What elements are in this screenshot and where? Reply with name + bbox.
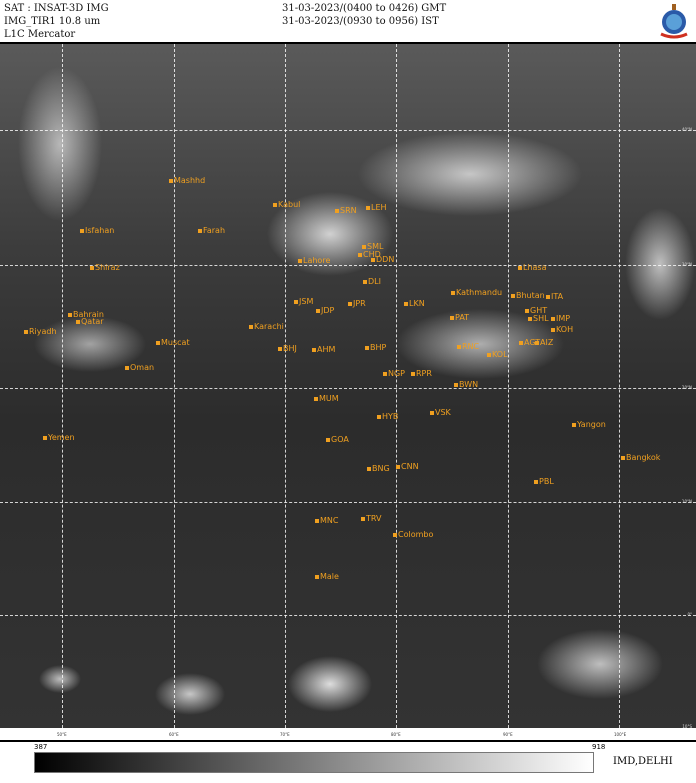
city-label: Yangon	[572, 420, 606, 429]
city-label: Shiraz	[90, 263, 120, 272]
city-label: KOL	[487, 350, 508, 359]
city-label: DLI	[363, 277, 381, 286]
city-label: Colombo	[393, 530, 433, 539]
city-label: Lhasa	[518, 263, 547, 272]
city-label: Male	[315, 572, 339, 581]
city-label: Mashhd	[169, 176, 205, 185]
city-label: Farah	[198, 226, 225, 235]
longitude-label: 50°E	[57, 732, 67, 737]
city-label: VSK	[430, 408, 451, 417]
longitude-label: 60°E	[169, 732, 179, 737]
city-label: LEH	[366, 203, 387, 212]
city-label: CNN	[396, 462, 419, 471]
latitude-label: 40°N	[681, 127, 692, 132]
city-label: MUM	[314, 394, 339, 403]
credit-label: IMD,DELHI	[613, 756, 673, 767]
longitude-gridline	[62, 44, 63, 728]
city-label: JDP	[316, 306, 334, 315]
city-label: Riyadh	[24, 327, 57, 336]
city-label: GOA	[326, 435, 349, 444]
channel-label: IMG_TIR1 10.8 um	[4, 16, 101, 27]
header-divider	[0, 42, 696, 44]
city-label: BHP	[365, 343, 386, 352]
longitude-label: 100°E	[614, 732, 627, 737]
longitude-gridline	[396, 44, 397, 728]
city-label: HYB	[377, 412, 398, 421]
city-label: BWN	[454, 380, 478, 389]
city-label: Lahore	[298, 256, 330, 265]
time-ist: 31-03-2023/(0930 to 0956) IST	[282, 16, 439, 27]
satellite-image[interactable]: Mashhd Isfahan Farah Shiraz Bahrain Qatar Riya…	[0, 44, 696, 728]
city-label: NGP	[383, 369, 405, 378]
city-label: Bhutan	[511, 291, 545, 300]
city-label: Kabul	[273, 200, 300, 209]
longitude-label: 70°E	[280, 732, 290, 737]
latitude-label: 30°N	[681, 262, 692, 267]
latitude-gridline	[0, 502, 696, 503]
product-label: L1C Mercator	[4, 29, 76, 40]
longitude-gridline	[174, 44, 175, 728]
longitude-gridline	[285, 44, 286, 728]
city-label: Yemen	[43, 433, 75, 442]
city-label: Bangkok	[621, 453, 660, 462]
city-label: Kathmandu	[451, 288, 502, 297]
city-label: Karachi	[249, 322, 284, 331]
satellite-label: SAT : INSAT-3D IMG	[4, 3, 109, 14]
time-gmt: 31-03-2023/(0400 to 0426) GMT	[282, 3, 447, 14]
city-label: TRV	[361, 514, 381, 523]
city-label: MNC	[315, 516, 338, 525]
imd-emblem-icon	[660, 4, 688, 39]
city-label: SHL	[528, 314, 549, 323]
header-time: 31-03-2023/(0400 to 0426) GMT 31-03-2023…	[282, 2, 446, 28]
city-label: PAT	[450, 313, 469, 322]
city-label: AGT	[519, 338, 540, 347]
header-left: SAT : INSAT-3D IMG IMG_TIR1 10.8 um L1C …	[4, 2, 109, 41]
latitude-gridline	[0, 130, 696, 131]
latitude-label: 10°N	[681, 499, 692, 504]
longitude-label: 80°E	[391, 732, 401, 737]
longitude-gridline	[619, 44, 620, 728]
city-label: RNC	[457, 342, 479, 351]
city-label: Oman	[125, 363, 154, 372]
latitude-gridline	[0, 265, 696, 266]
city-label: DDN	[371, 255, 394, 264]
city-label: IMP	[551, 314, 570, 323]
footer-divider	[0, 740, 696, 742]
latitude-label: 10°S	[682, 724, 692, 728]
latitude-label: 0°	[687, 612, 692, 617]
city-label: KOH	[551, 325, 573, 334]
city-label: ITA	[546, 292, 563, 301]
city-label: BNG	[367, 464, 390, 473]
city-label: Muscat	[156, 338, 190, 347]
city-label: BHJ	[278, 344, 297, 353]
latitude-label: 20°N	[681, 385, 692, 390]
colorbar-min: 387	[34, 743, 48, 751]
city-label: Isfahan	[80, 226, 114, 235]
city-label: AHM	[312, 345, 335, 354]
city-label: Qatar	[76, 317, 104, 326]
longitude-label: 90°E	[503, 732, 513, 737]
city-label: JPR	[348, 299, 366, 308]
city-label: LKN	[404, 299, 425, 308]
colorbar	[34, 752, 594, 773]
city-label: GHT	[525, 306, 547, 315]
latitude-gridline	[0, 615, 696, 616]
longitude-gridline	[508, 44, 509, 728]
city-label: JSM	[294, 297, 313, 306]
city-label: SRN	[335, 206, 357, 215]
city-label: RPR	[411, 369, 432, 378]
city-label: SML	[362, 242, 383, 251]
city-label: PBL	[534, 477, 554, 486]
latitude-gridline	[0, 388, 696, 389]
city-label: Bahrain	[68, 310, 104, 319]
city-label: AIZ	[535, 338, 553, 347]
colorbar-max: 918	[592, 743, 606, 751]
